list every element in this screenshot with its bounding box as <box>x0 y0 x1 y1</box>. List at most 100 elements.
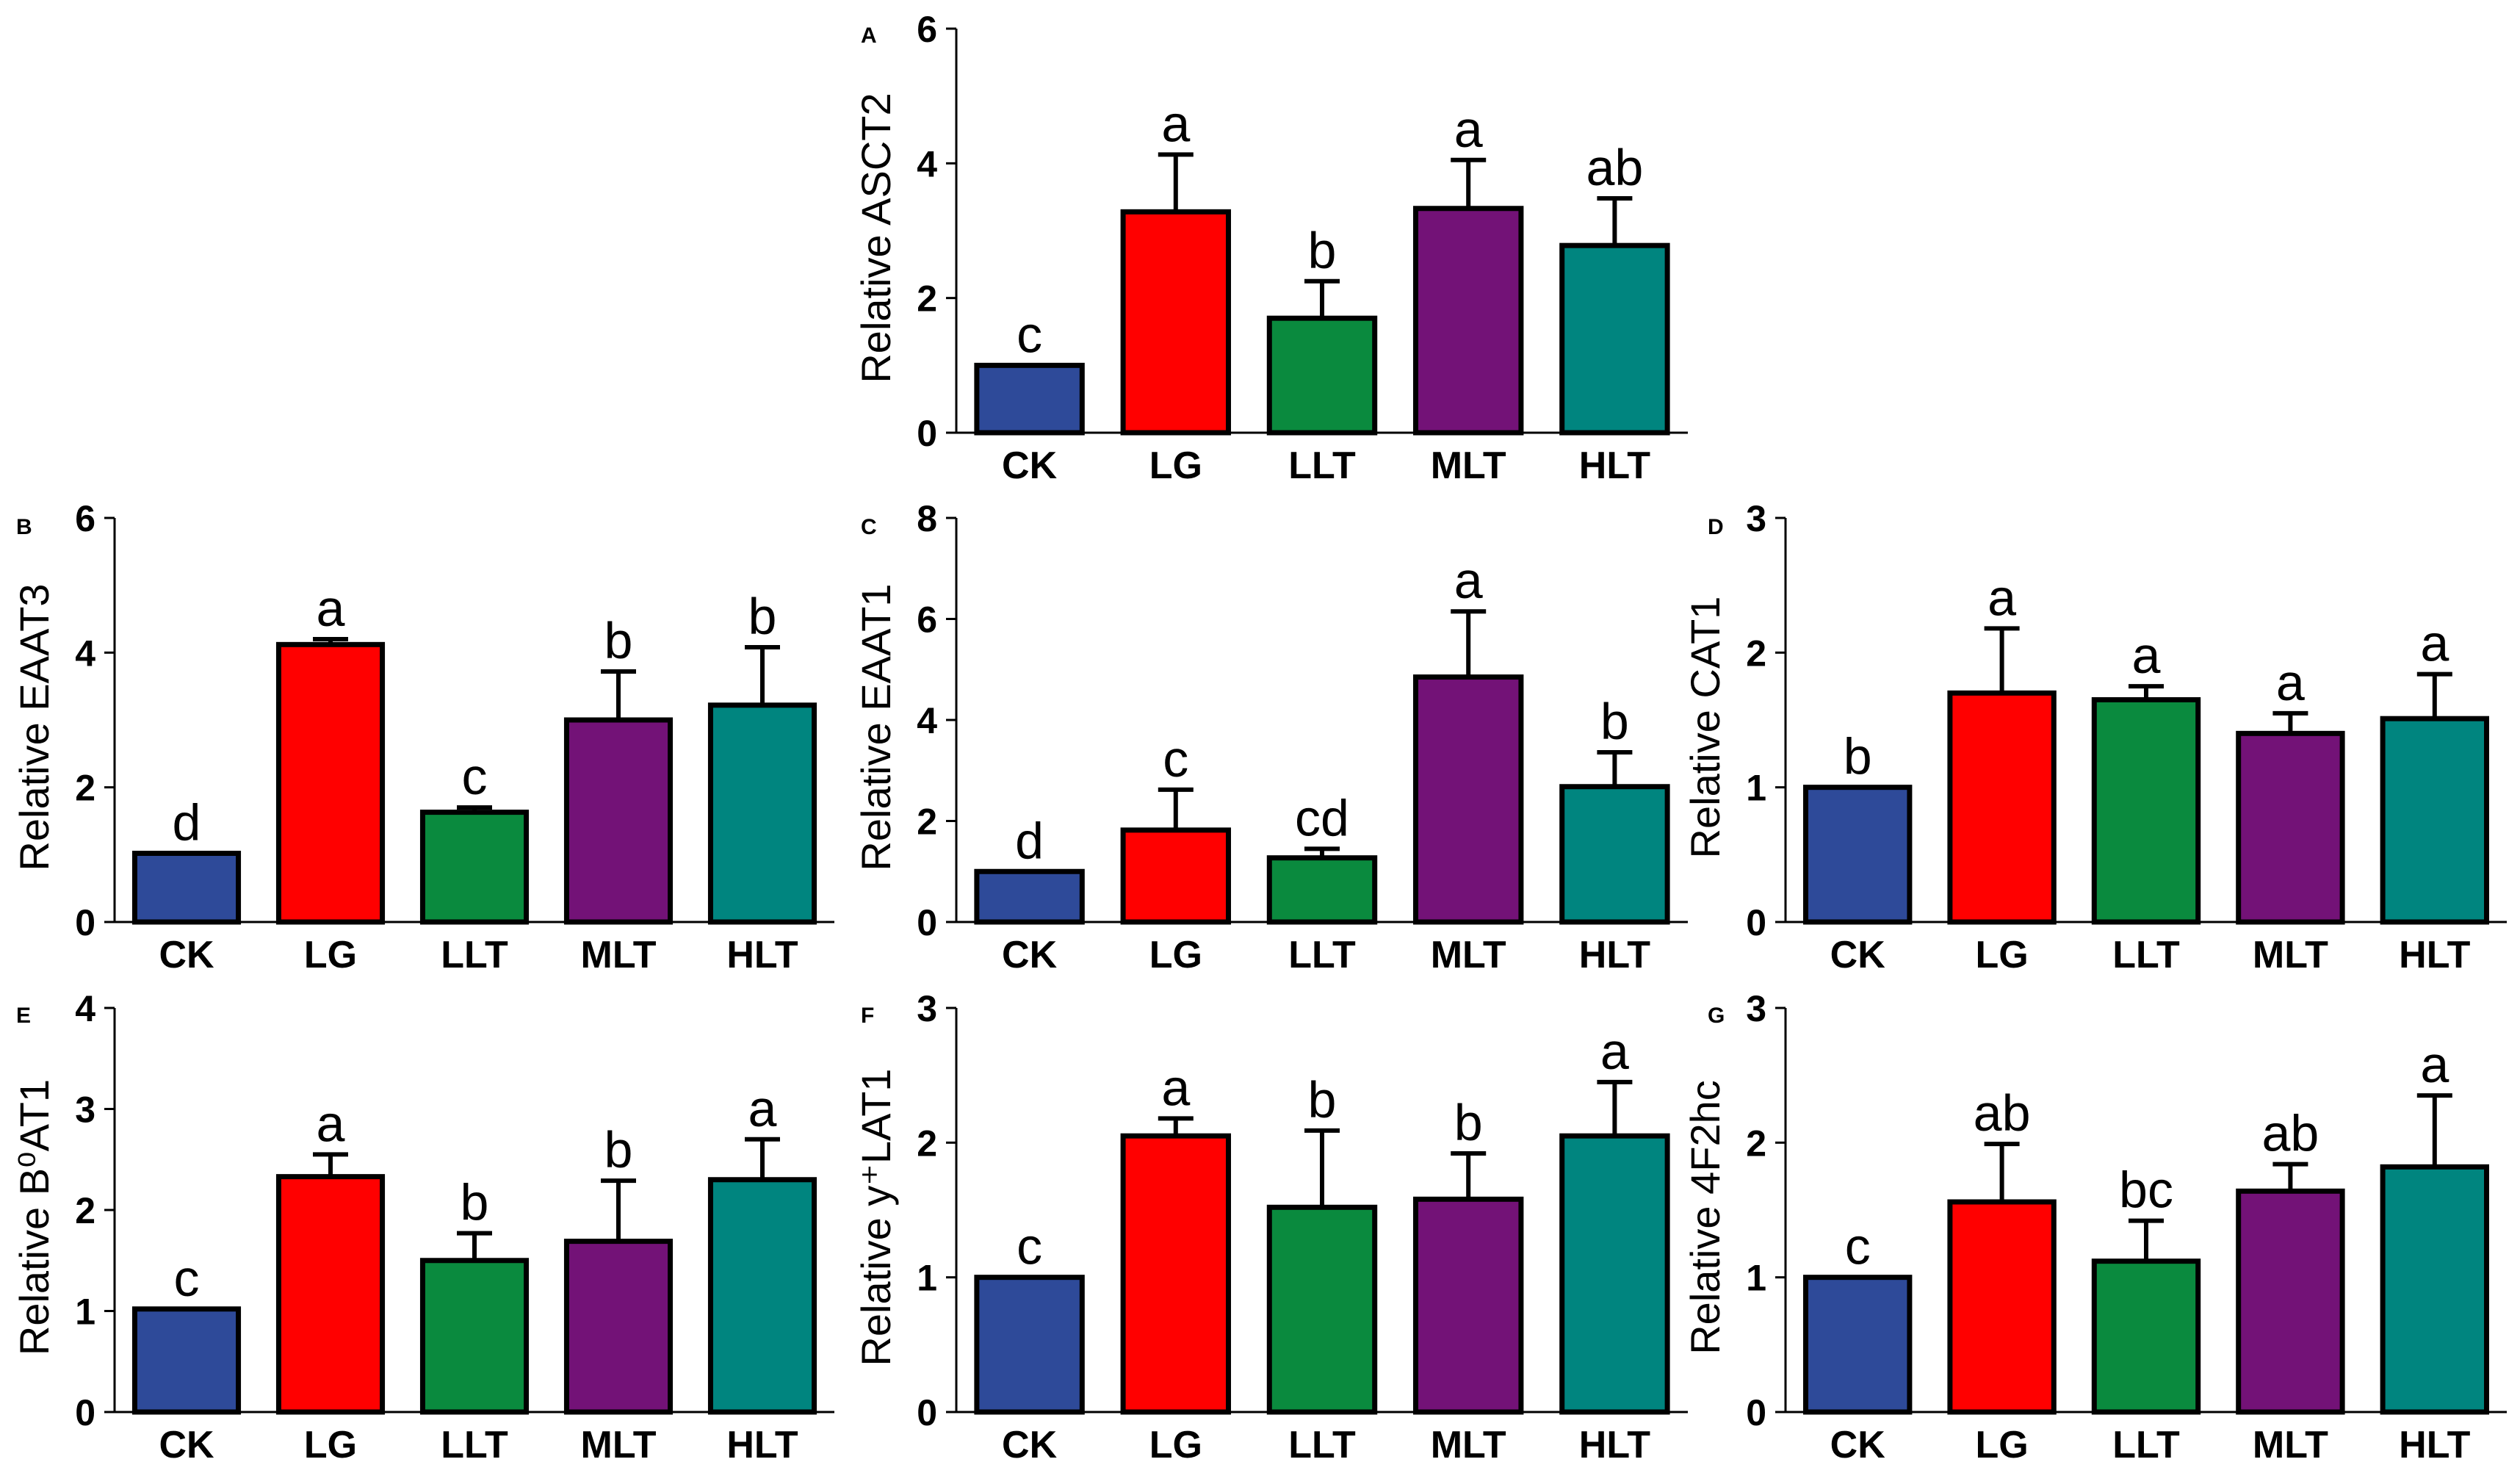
bar-llt <box>419 1258 530 1415</box>
bar-ck <box>131 1306 242 1415</box>
x-tick-label: LG <box>1149 1424 1202 1466</box>
bar-hlt <box>2380 1164 2490 1415</box>
x-tick-label: CK <box>1002 934 1058 976</box>
x-tick-label: LG <box>304 934 357 976</box>
x-tick-label: MLT <box>1431 934 1506 976</box>
significance-label: b <box>748 588 777 645</box>
panel-letter: A <box>861 24 877 48</box>
x-tick-label: CK <box>159 934 214 976</box>
y-tick-label: 3 <box>1746 498 1766 539</box>
y-axis-title: Relative EAAT1 <box>853 583 899 871</box>
bar-hlt <box>1559 1133 1670 1415</box>
panel-letter: C <box>861 515 877 539</box>
chart-panel-D: D Relative CAT1 0 1 2 3 b CK a LG a LLT a MLT a HLT <box>1682 498 2507 976</box>
significance-label: a <box>2420 1036 2449 1093</box>
panel-letter: F <box>861 1004 874 1028</box>
bar-mlt <box>2236 1188 2345 1415</box>
bar-hlt <box>1559 784 1670 925</box>
x-tick-label: LLT <box>441 1424 508 1466</box>
bar-hlt <box>1559 242 1670 436</box>
bar-ck <box>974 868 1085 925</box>
significance-label: cd <box>1295 789 1349 846</box>
x-tick-label: HLT <box>1579 444 1650 487</box>
significance-label: ab <box>1974 1084 2031 1142</box>
bar-lg <box>1120 1133 1232 1415</box>
bar-lg <box>1120 209 1232 436</box>
significance-label: a <box>2132 627 2161 684</box>
y-tick-label: 6 <box>917 599 937 641</box>
significance-label: a <box>317 1095 345 1152</box>
x-tick-label: CK <box>1002 1424 1058 1466</box>
y-tick-label: 4 <box>917 143 937 184</box>
y-tick-label: 1 <box>75 1292 95 1333</box>
bar-llt <box>2091 697 2201 925</box>
chart-panel-B: B Relative EAAT3 0 2 4 6 d CK a LG c LLT b MLT b HLT <box>11 498 834 976</box>
significance-label: c <box>1017 1218 1042 1275</box>
y-axis-title: Relative 4F2hc <box>1682 1080 1728 1355</box>
x-tick-label: MLT <box>581 934 657 976</box>
y-tick-label: 1 <box>1746 768 1766 809</box>
bar-llt <box>1266 315 1378 436</box>
y-tick-label: 8 <box>917 498 937 539</box>
chart-panel-F: F Relative y⁺LAT1 0 1 2 3 c CK a LG b LLT b MLT a HLT <box>853 988 1688 1466</box>
x-tick-label: LLT <box>1288 934 1356 976</box>
x-tick-label: CK <box>1830 934 1886 976</box>
bar-lg <box>1947 690 2057 925</box>
x-tick-label: MLT <box>2253 1424 2328 1466</box>
y-tick-label: 2 <box>75 1190 95 1231</box>
y-tick-label: 0 <box>1746 1392 1766 1433</box>
significance-label: c <box>1163 730 1188 788</box>
x-tick-label: LLT <box>1288 1424 1356 1466</box>
bar-mlt <box>563 717 674 925</box>
x-tick-label: LG <box>304 1424 357 1466</box>
significance-label: c <box>1017 306 1042 363</box>
significance-label: a <box>748 1080 777 1137</box>
y-axis-title: Relative CAT1 <box>1682 597 1728 859</box>
y-tick-label: 3 <box>1746 988 1766 1029</box>
x-tick-label: HLT <box>1579 1424 1650 1466</box>
bar-lg <box>1120 827 1232 925</box>
x-tick-label: LG <box>1149 934 1202 976</box>
significance-label: d <box>1015 812 1044 869</box>
y-tick-label: 4 <box>917 700 937 741</box>
bar-mlt <box>1412 674 1524 925</box>
y-tick-label: 2 <box>917 278 937 320</box>
x-tick-label: LG <box>1975 1424 2028 1466</box>
y-tick-label: 6 <box>917 9 937 50</box>
y-tick-label: 2 <box>75 768 95 809</box>
chart-panel-C: C Relative EAAT1 0 2 4 6 8 d CK c LG cd LLT a MLT b HLT <box>853 498 1688 976</box>
y-tick-label: 0 <box>917 413 937 454</box>
significance-label: a <box>1988 569 2016 626</box>
bar-ck <box>974 362 1085 436</box>
panel-letter: E <box>16 1004 31 1028</box>
x-tick-label: MLT <box>1431 444 1506 487</box>
bar-lg <box>275 641 386 925</box>
x-tick-label: LLT <box>2112 1424 2180 1466</box>
significance-label: b <box>1454 1094 1483 1151</box>
significance-label: ab <box>2261 1105 2319 1162</box>
x-tick-label: CK <box>1830 1424 1886 1466</box>
y-tick-label: 2 <box>1746 633 1766 674</box>
chart-panel-E: E Relative B⁰AT1 0 1 2 3 4 c CK a LG b LLT b MLT a HLT <box>11 988 834 1466</box>
y-tick-label: 0 <box>75 902 95 943</box>
x-tick-label: CK <box>1002 444 1058 487</box>
chart-panel-G: G Relative 4F2hc 0 1 2 3 c CK ab LG bc LLT ab MLT a HLT <box>1682 988 2507 1466</box>
bar-lg <box>275 1174 386 1415</box>
y-tick-label: 1 <box>1746 1258 1766 1299</box>
significance-label: b <box>604 612 633 669</box>
significance-label: b <box>604 1121 633 1178</box>
x-tick-label: LLT <box>1288 444 1356 487</box>
x-tick-label: HLT <box>726 934 798 976</box>
y-tick-label: 4 <box>75 633 95 674</box>
bar-ck <box>974 1275 1085 1415</box>
significance-label: c <box>462 748 488 805</box>
x-tick-label: LLT <box>2112 934 2180 976</box>
bar-mlt <box>563 1239 674 1415</box>
y-tick-label: 0 <box>75 1392 95 1433</box>
y-tick-label: 2 <box>917 1123 937 1164</box>
bar-llt <box>419 810 530 925</box>
y-tick-label: 0 <box>917 902 937 943</box>
y-tick-label: 2 <box>917 802 937 843</box>
bar-hlt <box>707 702 817 925</box>
